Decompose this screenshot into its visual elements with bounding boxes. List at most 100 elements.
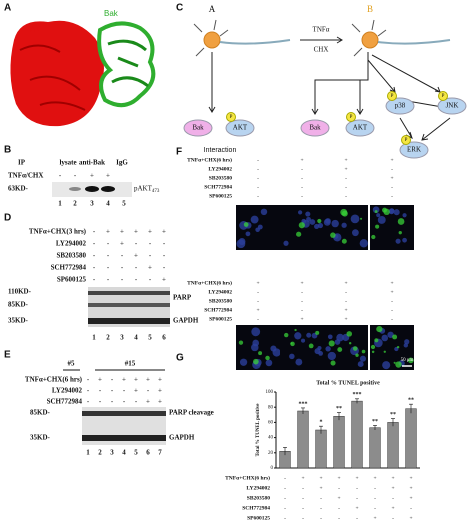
y-tick-label: 60 [268, 421, 274, 426]
sign: + [373, 475, 376, 481]
tunel-signal [396, 345, 400, 349]
micrograph [370, 325, 414, 370]
tunel-signal [398, 230, 402, 235]
band [101, 186, 115, 192]
sign: - [93, 276, 96, 284]
caption: Interaction [204, 147, 237, 154]
sign: - [410, 505, 412, 511]
sign: - [374, 505, 376, 511]
tunel-signal [374, 338, 379, 343]
sign: - [320, 495, 322, 501]
lane-number: 7 [158, 449, 162, 457]
sign: + [390, 289, 393, 295]
sign: - [123, 387, 126, 395]
row-label: TNFα+CHX(6 hrs) [187, 279, 232, 286]
sign: - [257, 316, 259, 322]
tunel-signal [395, 361, 402, 368]
nucleus [387, 331, 394, 339]
lane-number: 4 [106, 200, 110, 208]
sign: - [135, 276, 138, 284]
sign: - [301, 193, 303, 199]
node [345, 119, 375, 137]
sign: - [391, 184, 393, 190]
sign: + [409, 485, 412, 491]
sign: - [87, 387, 90, 395]
sign: - [374, 495, 376, 501]
sign: - [93, 252, 96, 260]
sign: - [257, 193, 259, 199]
nucleus [334, 339, 341, 345]
row-label: LY294002 [56, 240, 87, 248]
sign: + [390, 280, 393, 286]
sign: - [320, 505, 322, 511]
node-label: JNK [446, 102, 459, 110]
tunel-signal [355, 353, 359, 357]
row-label: SB203580 [247, 495, 270, 501]
tunel-signal [308, 343, 314, 349]
header: lysate [59, 159, 76, 167]
nucleus [382, 361, 391, 370]
chart-title: Total % TUNEL positive [316, 380, 380, 386]
group-label: #5 [68, 360, 76, 368]
error-bar [373, 425, 377, 430]
error-bar [283, 447, 287, 456]
sign: + [344, 166, 347, 172]
tunel-signal [371, 234, 376, 240]
nucleus [376, 213, 381, 218]
marker: 85KD- [8, 301, 29, 309]
neuron-label: A [209, 4, 216, 14]
sign: + [390, 157, 393, 163]
row-label: SCH772984 [47, 398, 83, 406]
sign: - [284, 515, 286, 521]
sign: + [373, 515, 376, 521]
sign: - [107, 276, 110, 284]
nucleus [350, 214, 360, 224]
node-label: AKT [353, 124, 368, 132]
band [85, 186, 99, 192]
sign: - [391, 307, 393, 313]
sign: - [257, 157, 259, 163]
tunel-signal [397, 218, 405, 225]
sign: - [338, 485, 340, 491]
lane-number: 5 [134, 449, 138, 457]
row-label: LY294002 [208, 289, 232, 295]
bar [315, 429, 327, 469]
nucleus [357, 361, 364, 368]
sign: + [106, 228, 110, 236]
sign: - [59, 172, 62, 180]
sign: - [391, 193, 393, 199]
sign: - [302, 495, 304, 501]
band-label: PARP cleavage [169, 409, 214, 417]
error-bar [319, 425, 323, 434]
nucleus [305, 211, 311, 217]
node-label: ERK [407, 146, 421, 154]
dendrites [193, 19, 229, 57]
sign: - [257, 184, 259, 190]
nucleus [236, 239, 246, 249]
sign: + [256, 280, 259, 286]
sign: - [163, 240, 166, 248]
lane-number: 3 [110, 449, 114, 457]
band-label: PARP [173, 294, 192, 302]
dendrites [351, 19, 387, 57]
row-label: TNFα+CHX(3 hrs) [29, 228, 87, 236]
sign: + [391, 475, 394, 481]
sign: - [284, 495, 286, 501]
row-label: SB203580 [209, 175, 232, 181]
row-label: LY294002 [246, 485, 270, 491]
nucleus [381, 334, 389, 342]
sign: + [256, 307, 259, 313]
band [88, 291, 170, 295]
nucleus [388, 208, 395, 215]
sign: + [120, 240, 124, 248]
lane-number: 1 [86, 449, 90, 457]
bar [351, 400, 363, 469]
sign: - [123, 398, 126, 406]
sign: + [134, 376, 138, 384]
lane-number: 1 [92, 334, 96, 342]
row-label: SB203580 [56, 252, 86, 260]
sign: - [163, 264, 166, 272]
lane-number: 3 [90, 200, 94, 208]
bak-helix [107, 39, 149, 88]
